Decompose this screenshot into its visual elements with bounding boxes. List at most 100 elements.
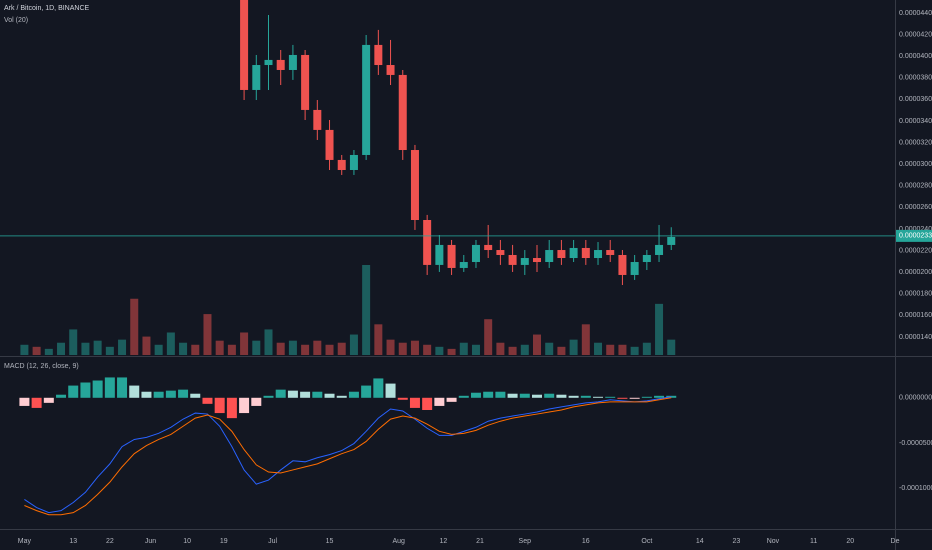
candle-body	[569, 247, 578, 259]
volume-bar	[606, 344, 615, 355]
macd-line	[24, 397, 672, 516]
candle-body	[557, 250, 566, 259]
last-price-label: 0.00002336	[899, 233, 932, 240]
histogram-bar	[397, 397, 408, 400]
volume-bar	[154, 344, 163, 355]
histogram-bar	[373, 378, 384, 398]
candle-body	[325, 129, 334, 160]
candle-body	[630, 262, 639, 275]
volume-bar	[105, 346, 114, 355]
histogram-bar	[56, 394, 67, 398]
x-tick-label: May	[18, 538, 32, 545]
x-tick-label: 10	[183, 538, 191, 545]
x-tick-label: 12	[440, 538, 448, 545]
x-tick-label: 15	[326, 538, 334, 545]
histogram-bar	[129, 385, 140, 398]
volume-bar	[508, 346, 517, 355]
histogram-bar	[446, 397, 457, 402]
volume-bar	[191, 344, 200, 355]
candle-body	[618, 254, 627, 275]
x-tick-label: 22	[106, 538, 114, 545]
volume-bar	[471, 344, 480, 355]
candle-body	[545, 250, 554, 263]
histogram-bar	[434, 397, 445, 406]
candle-body	[496, 250, 505, 255]
x-tick-label: Aug	[392, 538, 405, 545]
candle-body	[276, 59, 285, 70]
x-tick-label: 11	[810, 538, 817, 545]
volume-bar	[410, 340, 419, 355]
candle-body	[471, 244, 480, 263]
candle-body	[655, 244, 664, 255]
candle-body	[447, 244, 456, 268]
volume-bar	[179, 342, 188, 355]
volume-bar	[142, 336, 151, 355]
histogram-bar	[629, 397, 640, 399]
volume-bar	[594, 342, 603, 355]
volume-bar	[227, 344, 236, 355]
candle-body	[301, 54, 310, 110]
candle-body	[362, 44, 371, 155]
x-tick-label: 21	[476, 538, 484, 545]
x-tick-label: 13	[69, 538, 77, 545]
histogram-bar	[593, 396, 604, 398]
histogram-bar	[605, 396, 616, 398]
volume-bar	[520, 344, 529, 355]
histogram-bar	[507, 393, 518, 398]
x-tick-label: 14	[696, 538, 704, 545]
histogram-bar	[80, 382, 91, 398]
volume-bar	[386, 339, 395, 355]
volume-bar	[447, 348, 456, 355]
volume-legend: Vol (20)	[4, 17, 28, 24]
histogram-bar	[470, 392, 481, 398]
candle-body	[337, 159, 346, 170]
mark-layer	[0, 0, 895, 516]
x-tick-label: Nov	[767, 538, 780, 545]
candle-body	[288, 54, 297, 70]
histogram-bar	[654, 395, 665, 398]
volume-bar	[20, 344, 29, 355]
volume-bar	[252, 340, 261, 355]
volume-bar	[581, 324, 590, 355]
volume-bar	[32, 346, 41, 355]
candle-body	[459, 262, 468, 268]
histogram-bar	[251, 397, 262, 406]
histogram-bar	[31, 397, 42, 408]
histogram-bar	[153, 391, 164, 398]
histogram-bar	[361, 385, 372, 398]
histogram-bar	[43, 397, 54, 403]
volume-bar	[349, 334, 358, 355]
x-tick-label: Jul	[268, 538, 277, 545]
volume-bar	[69, 329, 78, 355]
volume-bar	[313, 340, 322, 355]
histogram-bar	[617, 397, 628, 399]
histogram-bar	[214, 397, 225, 414]
candle-body	[484, 244, 493, 251]
x-tick-label: Jun	[145, 538, 156, 545]
volume-bar	[642, 342, 651, 355]
volume-bar	[362, 265, 371, 355]
volume-bar	[57, 342, 66, 355]
volume-bar	[130, 298, 139, 355]
y-tick-label: -0.0001000	[899, 485, 932, 492]
candle-body	[349, 154, 358, 170]
candle-body	[374, 44, 383, 66]
histogram-bar	[239, 397, 250, 414]
histogram-bar	[312, 391, 323, 398]
x-tick-label: 23	[732, 538, 740, 545]
volume-bar	[618, 344, 627, 355]
x-tick-label: 20	[846, 538, 854, 545]
volume-bar	[325, 344, 334, 355]
histogram-bar	[519, 393, 530, 398]
x-tick-label: De	[891, 538, 900, 545]
